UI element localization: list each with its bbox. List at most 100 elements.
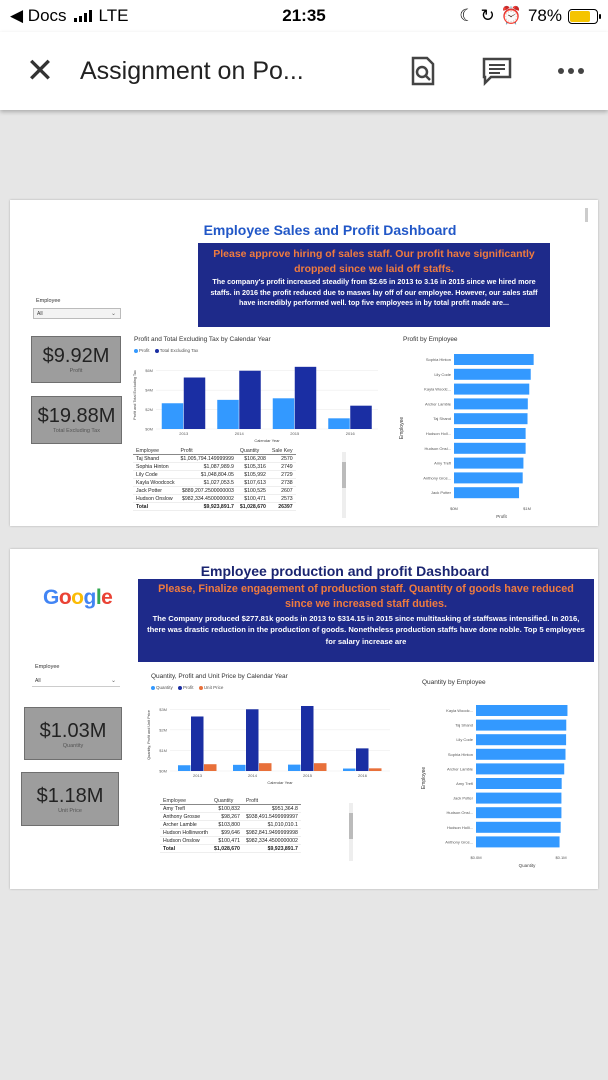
moon-icon: ☾ [459,6,475,25]
table-cell: $1,010,010.1 [242,820,301,829]
quantity-card: $1.03M Quantity [24,707,122,760]
bar [454,428,526,439]
document-search-icon [411,56,435,86]
column-header[interactable]: Quantity [236,448,269,455]
table-row[interactable]: Taj Shand $1,005,794.149999999 $106,208 257… [133,454,296,463]
bar [454,398,528,410]
table-row[interactable]: Amy Trefl $100,832 $951,364.8 [160,804,301,813]
table-cell: $982,841.9499999998 [242,828,301,837]
banner-headline: Please, Finalize engagement of productio… [158,583,574,611]
y-tick-label: Kayla Woodc... [424,387,451,392]
bar [454,368,531,380]
bar [476,836,560,848]
table-cell: 2607 [268,486,296,495]
table-cell: 26397 [268,502,296,511]
find-in-document-button[interactable] [386,56,460,86]
chevron-down-icon: ⌄ [110,311,116,317]
bar [294,366,317,429]
column-header[interactable]: Employee [160,798,211,805]
banner-headline: Please approve hiring of sales staff. Ou… [213,248,535,276]
bar [314,763,327,771]
kpi-label: Quantity [62,743,84,749]
table-row[interactable]: Sophia Hinton $1,087,989.9 $105,316 2749 [133,462,296,471]
y-tick-label: Jack Potter [431,490,452,495]
table-cell: Kayla Woodcock [133,478,178,487]
bar [369,768,382,771]
more-options-button[interactable] [534,66,608,76]
table-cell: Total [133,502,178,511]
bar [476,807,562,819]
x-axis-label: Calendar Year [267,780,293,785]
table-cell: $103,800 [210,820,243,829]
message-banner: Please, Finalize engagement of productio… [138,579,594,662]
y-tick-label: $2M [159,727,167,732]
bar [356,748,369,771]
column-header[interactable]: Sale Key [268,448,296,455]
table-cell: $106,208 [236,454,269,463]
column-header[interactable]: Quantity [210,798,243,805]
y-axis-label: Profit and Total Excluding Tax [133,370,137,420]
table-row[interactable]: Hudson Onslow $982,334.4500000002 $100,471… [133,494,296,503]
bar [476,792,562,804]
employee-slicer[interactable]: All ⌄ [32,676,120,687]
bar [239,370,261,429]
table-row[interactable]: Hudson Hollinworth $99,646 $982,841.949999… [160,828,301,837]
y-axis-label: Employee [399,417,405,439]
employee-profit-table: Employee Profit Quantity Sale Key Taj Shand… [133,448,296,511]
y-tick-label: $3M [159,707,167,712]
table-cell: $1,048,804.05 [177,470,237,479]
battery-percent: 78% [527,6,562,25]
table-row[interactable]: Lily Code $1,048,804.05 $105,992 2729 [133,470,296,479]
y-tick-label: $2M [145,407,153,412]
back-to-docs[interactable]: ◀ Docs [10,6,67,25]
table-row[interactable]: Anthony Grosse $98,267 $938,491.5499999997 [160,812,301,821]
profit-by-employee-chart: Sophia Hinton Lily Code Kayla Woodc... Arch… [399,354,534,519]
column-header[interactable]: Employee [133,448,178,455]
table-scrollbar[interactable] [342,452,346,518]
table-scrollbar[interactable] [349,803,353,861]
table-row[interactable]: Hudson Onslow $100,471 $982,334.4500000002 [160,836,301,845]
table-cell: 2570 [268,454,296,463]
table-row[interactable]: Jack Potter $889,207.2500000003 $100,525 26… [133,486,296,495]
bar [272,398,295,429]
x-axis-label: Calendar Year [254,438,280,443]
bar [328,418,350,429]
table-total-row: Total $9,923,891.7 $1,028,670 26397 [133,502,296,511]
dashboard-title: Employee Sales and Profit Dashboard [203,222,457,238]
y-tick-label: Anthony Gros... [423,475,451,480]
kpi-value: $1.18M [36,785,104,807]
y-tick-label: Sophia Hinton [448,752,473,757]
table-cell: $1,005,794.149999999 [177,454,237,463]
x-tick-label: $0.0M [470,855,481,860]
x-tick-label: $0.1M [555,855,566,860]
bar [233,764,246,771]
bar [476,719,567,731]
battery-icon [568,8,601,24]
y-tick-label: $4M [145,388,153,393]
table-row[interactable]: Kayla Woodcock $1,027,053.5 $107,613 2738 [133,478,296,487]
bar [454,487,520,499]
table-cell: $1,028,670 [236,502,269,511]
comments-button[interactable] [460,56,534,86]
y-tick-label: Anthony Gros... [445,839,473,844]
table-row[interactable]: Archer Lamble $103,800 $1,010,010.1 [160,820,301,829]
employee-slicer[interactable]: All ⌄ [33,308,121,319]
google-logo: Google [43,586,113,609]
x-axis-label: Quantity [519,863,537,868]
app-bar: ✕ Assignment on Po... [0,32,608,110]
table-cell: $951,364.8 [242,804,301,813]
kpi-value: $1.03M [39,720,107,742]
x-tick-label: 2016 [346,431,356,436]
table-cell: 2729 [268,470,296,479]
column-chart-title: Profit and Total Excluding Tax by Calend… [134,336,271,343]
slicer-label: Employee [35,664,60,670]
table-cell: $1,027,053.5 [177,478,237,487]
y-tick-label: Hudson Holl... [426,431,451,436]
close-button[interactable]: ✕ [0,51,80,91]
table-cell: $100,525 [236,486,269,495]
bar [454,354,534,365]
column-header[interactable]: Profit [242,798,301,805]
table-cell: 2573 [268,494,296,503]
column-header[interactable]: Profit [177,448,237,455]
y-tick-label: $0M [159,769,167,774]
